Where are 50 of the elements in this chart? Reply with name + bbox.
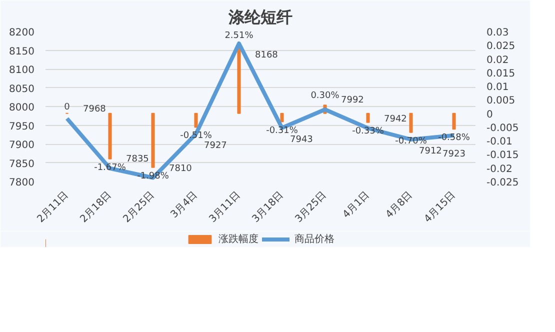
y2-tick-label: -0.005 bbox=[486, 122, 519, 134]
y2-tick-label: -0.015 bbox=[486, 150, 519, 162]
y-tick-label: 8200 bbox=[9, 28, 35, 38]
data-label: -1.98% bbox=[137, 171, 170, 182]
y2-tick-label: -0.01 bbox=[486, 136, 512, 148]
data-label: 7942 bbox=[384, 114, 407, 124]
y-tick-label: 8050 bbox=[9, 84, 35, 95]
y2-tick-label: 0 bbox=[486, 109, 493, 120]
data-label: 7927 bbox=[204, 140, 227, 151]
data-label: 7943 bbox=[290, 134, 313, 145]
legend-label: 涨跌幅度 bbox=[218, 232, 258, 246]
data-label: 7912 bbox=[419, 146, 442, 156]
y-tick-label: 8150 bbox=[9, 46, 35, 58]
x-tick-label: 2月18日 bbox=[78, 190, 114, 226]
y2-tick-label: 0.005 bbox=[486, 96, 516, 107]
x-tick-label: 2月25日 bbox=[121, 190, 157, 226]
data-label: 7835 bbox=[126, 154, 149, 164]
data-label: -0.31% bbox=[266, 126, 298, 136]
y2-tick-label: 0.03 bbox=[486, 28, 509, 38]
data-label: 7923 bbox=[442, 149, 466, 160]
data-label: 0.30% bbox=[310, 91, 340, 102]
data-label: 8168 bbox=[255, 50, 278, 60]
x-tick-label: 3月4日 bbox=[168, 190, 200, 221]
y-tick-label: 7900 bbox=[9, 140, 35, 151]
y-tick-label: 7850 bbox=[9, 158, 35, 170]
x-tick-label: 3月25日 bbox=[293, 190, 329, 226]
x-tick-label: 4月15日 bbox=[422, 190, 458, 226]
data-label: 0 bbox=[64, 102, 70, 112]
data-label: 7992 bbox=[341, 96, 364, 106]
data-label: 2.51% bbox=[224, 30, 254, 41]
y2-tick-label: -0.02 bbox=[486, 164, 512, 175]
data-label: -0.58% bbox=[438, 133, 470, 144]
y-tick-label: 8000 bbox=[9, 102, 35, 114]
y2-tick-label: 0.015 bbox=[486, 68, 516, 80]
y2-tick-label: -0.025 bbox=[486, 178, 519, 188]
y2-tick-label: 0.025 bbox=[486, 41, 516, 52]
x-tick-label: 2月11日 bbox=[35, 190, 71, 226]
y-tick-label: 7950 bbox=[9, 121, 35, 132]
chart-title: 涤纶短纤 bbox=[228, 8, 292, 26]
y2-tick-label: 0.01 bbox=[486, 82, 509, 94]
y2-tick-label: 0.02 bbox=[486, 54, 509, 66]
x-tick-label: 3月11日 bbox=[207, 190, 243, 226]
y-tick-label: 7800 bbox=[9, 178, 35, 188]
x-tick-label: 4月1日 bbox=[340, 190, 372, 221]
legend-label: 商品价格 bbox=[294, 232, 334, 246]
x-tick-label: 4月8日 bbox=[384, 190, 415, 221]
y-tick-label: 8100 bbox=[9, 65, 35, 76]
data-label: 7810 bbox=[169, 164, 192, 174]
data-label: 7968 bbox=[83, 104, 106, 114]
x-tick-label: 3月18日 bbox=[250, 190, 286, 226]
